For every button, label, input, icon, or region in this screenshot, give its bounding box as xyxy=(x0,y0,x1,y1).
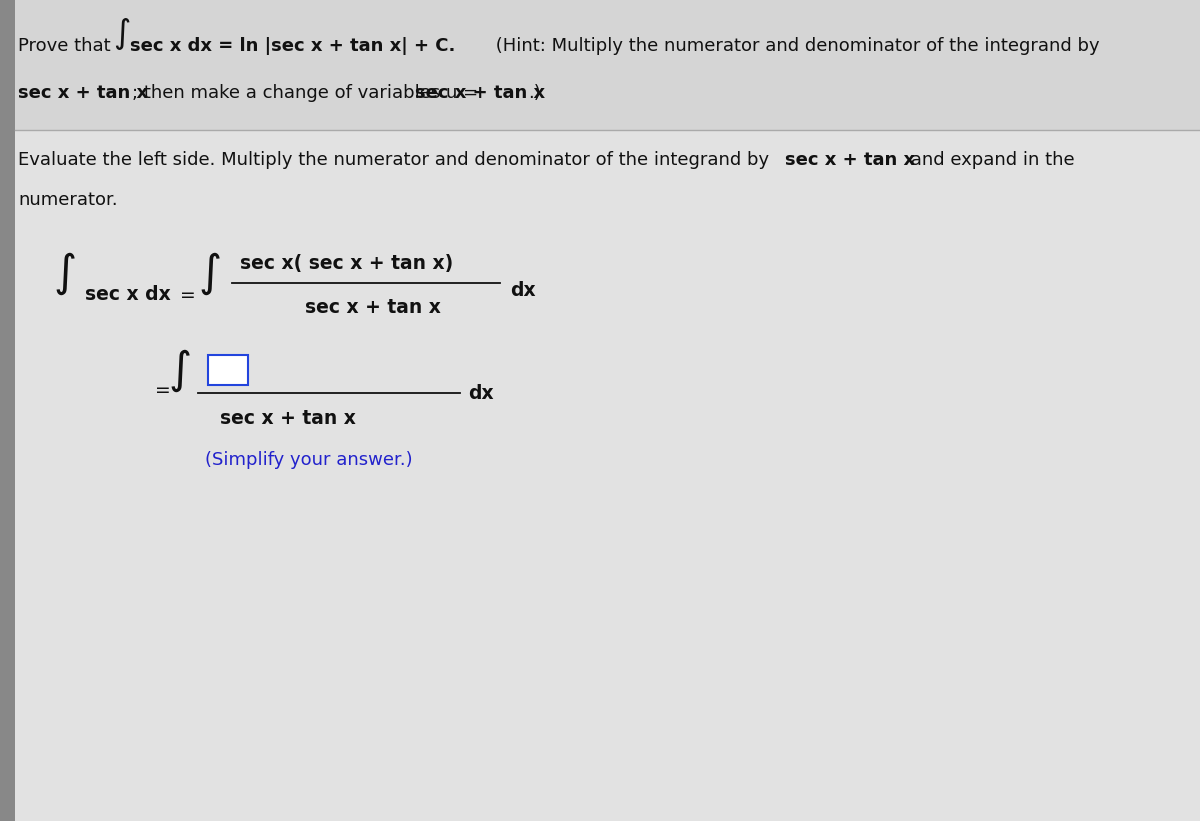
Text: dx: dx xyxy=(468,383,493,402)
Text: and expand in the: and expand in the xyxy=(905,151,1075,169)
Text: sec x + tan x: sec x + tan x xyxy=(305,297,440,317)
Text: ; then make a change of variables u =: ; then make a change of variables u = xyxy=(132,84,484,102)
Text: dx: dx xyxy=(510,281,535,300)
Text: sec x + tan x: sec x + tan x xyxy=(18,84,148,102)
Text: Prove that: Prove that xyxy=(18,37,110,55)
Text: sec x + tan x: sec x + tan x xyxy=(220,409,356,428)
Text: numerator.: numerator. xyxy=(18,191,118,209)
Text: (Hint: Multiply the numerator and denominator of the integrand by: (Hint: Multiply the numerator and denomi… xyxy=(490,37,1099,55)
Text: (Simplify your answer.): (Simplify your answer.) xyxy=(205,451,413,469)
Text: Evaluate the left side. Multiply the numerator and denominator of the integrand : Evaluate the left side. Multiply the num… xyxy=(18,151,775,169)
Text: ∫: ∫ xyxy=(168,348,192,392)
Text: ∫: ∫ xyxy=(54,251,77,295)
Text: sec x dx: sec x dx xyxy=(85,286,170,305)
Text: sec x + tan x: sec x + tan x xyxy=(785,151,916,169)
Bar xyxy=(208,355,248,385)
Text: .): .) xyxy=(528,84,541,102)
Text: =: = xyxy=(155,380,170,400)
Text: ∫: ∫ xyxy=(113,17,131,51)
Text: sec x + tan x: sec x + tan x xyxy=(415,84,545,102)
Text: =: = xyxy=(180,286,196,305)
Bar xyxy=(0,0,14,821)
Text: sec x( sec x + tan x): sec x( sec x + tan x) xyxy=(240,254,454,273)
Text: sec x dx = ln |sec x + tan x| + C.: sec x dx = ln |sec x + tan x| + C. xyxy=(130,37,455,55)
Text: ∫: ∫ xyxy=(198,251,222,295)
Bar xyxy=(0,0,1200,130)
